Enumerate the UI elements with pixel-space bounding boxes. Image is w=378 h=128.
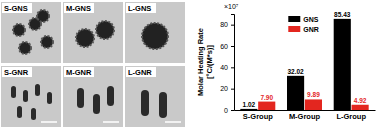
y-tick-label: 80 bbox=[220, 21, 228, 28]
x-tick-label: M-Group bbox=[289, 112, 321, 121]
x-axis-line bbox=[235, 110, 376, 111]
data-label: 7.90 bbox=[260, 94, 273, 101]
label-box bbox=[2, 3, 32, 13]
scale-bar bbox=[41, 121, 57, 123]
micrograph-label: S-GNR bbox=[4, 68, 29, 77]
y-tick: 20 bbox=[220, 85, 234, 92]
legend-swatch bbox=[288, 16, 300, 22]
nanorod bbox=[35, 84, 40, 96]
y-tick-mark bbox=[231, 110, 234, 111]
data-label: 85.43 bbox=[334, 11, 351, 18]
bar bbox=[258, 102, 275, 110]
y-axis: 0 20 40 60 80 bbox=[220, 15, 234, 114]
micrograph: M-GNR bbox=[63, 66, 123, 127]
nanorod bbox=[17, 106, 22, 118]
label-box bbox=[126, 3, 156, 13]
axis-multiplier: ×10⁷ bbox=[224, 3, 239, 10]
data-label: 9.89 bbox=[307, 91, 320, 98]
micrograph-background bbox=[1, 2, 61, 63]
data-labels: 1.02 32.02 85.43 7.90 9.89 4.92 bbox=[243, 11, 367, 108]
label-box bbox=[64, 3, 94, 13]
nanorod bbox=[11, 86, 16, 98]
scale-bar bbox=[103, 121, 119, 123]
x-axis: S-Group M-Group L-Group bbox=[235, 110, 376, 121]
y-tick-label: 40 bbox=[220, 64, 228, 71]
legend-label: GNR bbox=[303, 26, 319, 33]
legend-swatch bbox=[288, 26, 300, 32]
bars bbox=[240, 19, 368, 110]
x-tick-label: L-Group bbox=[336, 112, 366, 121]
y-tick: 60 bbox=[220, 43, 234, 50]
nanorod bbox=[47, 92, 52, 104]
micrograph-label: S-GNS bbox=[4, 4, 28, 13]
y-tick-mark bbox=[231, 46, 234, 47]
nanorod bbox=[23, 90, 28, 102]
micrograph-background bbox=[63, 2, 123, 63]
y-tick-mark bbox=[231, 67, 234, 68]
y-tick-label: 20 bbox=[220, 85, 228, 92]
y-axis-title: Molar Heating Rate[°C/(M*s)] bbox=[196, 28, 214, 96]
nanorod bbox=[107, 86, 114, 106]
y-tick: 40 bbox=[220, 64, 234, 71]
bar bbox=[240, 109, 257, 110]
y-tick-mark bbox=[231, 25, 234, 26]
x-tick: S-Group bbox=[243, 110, 273, 121]
nanorod bbox=[77, 88, 84, 108]
micrograph-background bbox=[1, 66, 61, 127]
scale-bar bbox=[165, 121, 181, 123]
x-tick: M-Group bbox=[289, 110, 321, 121]
y-tick: 80 bbox=[220, 21, 234, 28]
micrograph: S-GNS bbox=[1, 2, 61, 63]
x-tick-label: S-Group bbox=[243, 112, 273, 121]
bar bbox=[352, 105, 369, 110]
micrograph-label: L-GNR bbox=[128, 68, 152, 77]
legend-label: GNS bbox=[303, 16, 319, 23]
micrograph-label: M-GNS bbox=[66, 4, 91, 13]
label-box bbox=[64, 67, 94, 77]
nanorod bbox=[141, 90, 149, 116]
y-tick: 0 bbox=[224, 107, 234, 114]
y-tick-label: 0 bbox=[224, 107, 228, 114]
y-tick-label: 60 bbox=[220, 43, 228, 50]
y-axis-line bbox=[231, 15, 235, 111]
micrograph: S-GNR bbox=[1, 66, 61, 127]
nanostar bbox=[96, 21, 114, 39]
nanostar bbox=[76, 29, 94, 47]
data-label: 32.02 bbox=[287, 68, 304, 75]
nanostar bbox=[13, 24, 25, 36]
bar bbox=[305, 99, 322, 110]
micrograph: L-GNR bbox=[125, 66, 185, 127]
label-box bbox=[126, 67, 156, 77]
nanorod bbox=[31, 108, 36, 120]
nanorod bbox=[93, 94, 100, 114]
y-tick-mark bbox=[231, 89, 234, 90]
bar bbox=[334, 19, 351, 110]
legend: GNS GNR bbox=[288, 16, 319, 33]
micrograph-label: M-GNR bbox=[66, 68, 92, 77]
micrograph-panels: S-GNS M-GNS L-GNS S-GNR M-GNR L-GNR bbox=[1, 2, 185, 127]
label-box bbox=[2, 67, 32, 77]
micrograph-background bbox=[125, 66, 185, 127]
micrograph: L-GNS bbox=[125, 2, 185, 63]
data-label: 1.02 bbox=[243, 101, 256, 108]
nanostar bbox=[19, 42, 31, 54]
bar bbox=[287, 76, 304, 110]
nanostar bbox=[142, 23, 168, 49]
micrograph-background bbox=[63, 66, 123, 127]
micrograph-label: L-GNS bbox=[128, 4, 151, 13]
nanostar bbox=[37, 10, 49, 22]
nanostar bbox=[41, 36, 53, 48]
micrograph: M-GNS bbox=[63, 2, 123, 63]
data-label: 4.92 bbox=[354, 97, 367, 104]
nanorod bbox=[159, 92, 167, 118]
x-tick: L-Group bbox=[336, 110, 366, 121]
micrograph-background bbox=[125, 2, 185, 63]
